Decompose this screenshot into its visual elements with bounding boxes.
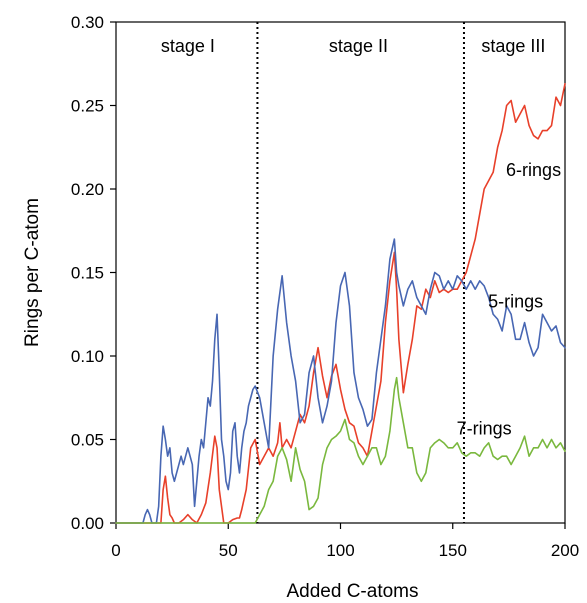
stage-label: stage I [161, 36, 215, 56]
x-axis-title: Added C-atoms [286, 581, 418, 602]
y-axis-title: Rings per C-atom [22, 198, 43, 347]
x-tick-label: 0 [111, 541, 120, 560]
y-tick-label: 0.00 [71, 514, 104, 533]
stage-label: stage II [329, 36, 388, 56]
plot-frame [115, 21, 566, 524]
stage-label: stage III [481, 36, 545, 56]
y-tick-label: 0.30 [71, 13, 104, 32]
label-layer: stage I stage II stage III 6-rings 5-rings 7-… [161, 36, 561, 439]
x-tick-label: 100 [326, 541, 354, 560]
series-line-5-rings [115, 238, 566, 524]
series-annotation: 6-rings [506, 160, 561, 180]
series-line-6-rings [115, 82, 566, 524]
x-tick-label: 150 [439, 541, 467, 560]
y-tick-label: 0.10 [71, 347, 104, 366]
y-tick-label: 0.20 [71, 180, 104, 199]
x-tick-label: 50 [219, 541, 238, 560]
stage-boundaries [256, 22, 465, 523]
y-tick-label: 0.15 [71, 264, 104, 283]
series-annotation: 5-rings [488, 292, 543, 312]
series-line-7-rings [115, 376, 566, 524]
y-tick-label: 0.25 [71, 97, 104, 116]
series-layer [115, 82, 566, 524]
x-tick-label: 200 [551, 541, 579, 560]
series-annotation: 7-rings [457, 419, 512, 439]
y-tick-label: 0.05 [71, 431, 104, 450]
axes-layer: 0.00 0.05 0.10 0.15 0.20 0.25 0.30 0 50 100 150 200… [22, 13, 579, 602]
